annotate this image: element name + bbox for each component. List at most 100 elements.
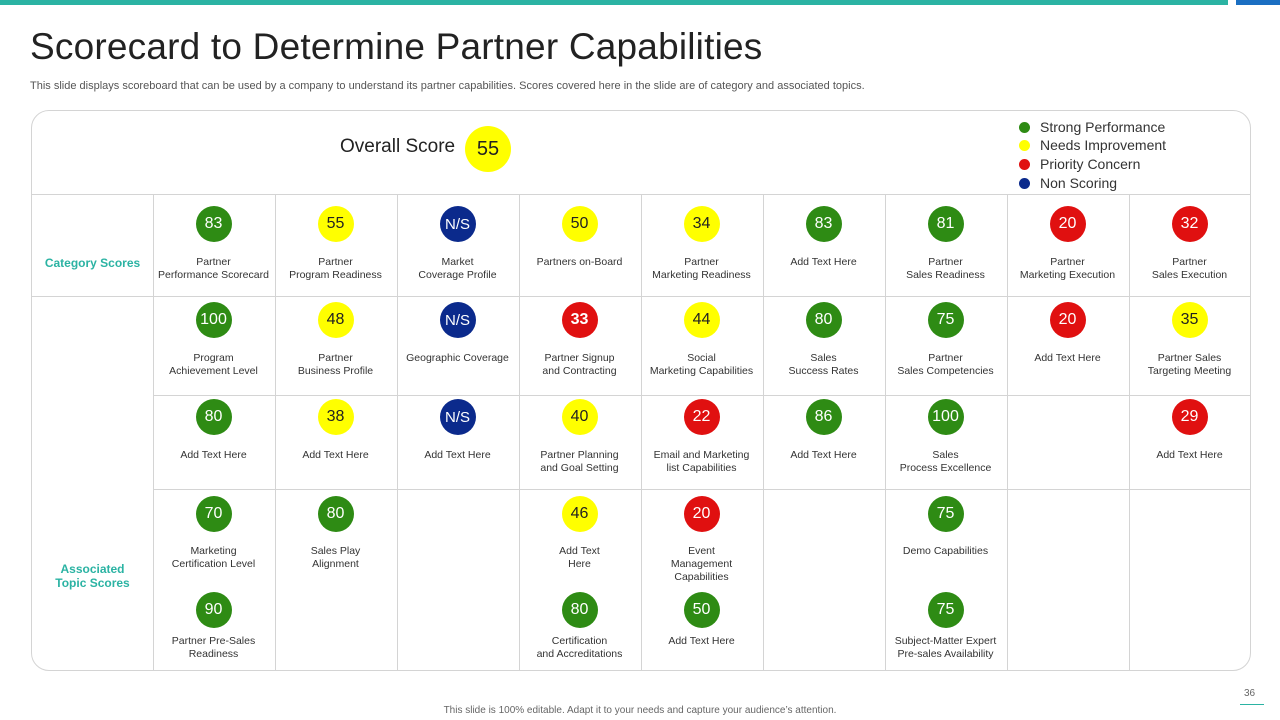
- score-label: Partner Program Readiness: [289, 256, 382, 281]
- divider-topic-2: [153, 489, 1250, 490]
- score-badge: 35: [1171, 302, 1208, 338]
- column-divider: [763, 195, 764, 671]
- score-badge: 33: [561, 302, 598, 338]
- score-label: Add Text Here: [559, 545, 600, 570]
- score-badge: 38: [317, 399, 354, 435]
- score-badge: 46: [561, 496, 598, 532]
- score-badge: 100: [927, 399, 964, 435]
- divider-topic-1: [153, 395, 1250, 396]
- score-label: Add Text Here: [424, 449, 491, 461]
- score-badge: 29: [1171, 399, 1208, 435]
- column-divider: [519, 195, 520, 671]
- score-label: Subject-Matter Expert Pre-sales Availabi…: [894, 635, 997, 660]
- score-label: Add Text Here: [668, 635, 735, 647]
- score-badge: 50: [683, 592, 720, 628]
- page-number-underline: [1240, 704, 1264, 705]
- score-badge: N/S: [439, 206, 476, 242]
- score-badge: 40: [561, 399, 598, 435]
- score-badge: 20: [683, 496, 720, 532]
- score-badge: 75: [927, 592, 964, 628]
- score-label: Program Achievement Level: [169, 352, 258, 377]
- score-label: Partner Marketing Execution: [1019, 256, 1116, 281]
- score-label: Partner Planning and Goal Setting: [540, 449, 619, 474]
- score-label: Partner Sales Readiness: [906, 256, 985, 281]
- row-label-category-scores: Category Scores: [44, 256, 141, 270]
- top-accent-bar-blue: [1236, 0, 1280, 5]
- score-label: Partner Pre-Sales Readiness: [171, 635, 256, 660]
- legend-label: Priority Concern: [1040, 156, 1141, 172]
- score-badge: N/S: [439, 399, 476, 435]
- score-badge: 80: [195, 399, 232, 435]
- column-divider: [397, 195, 398, 671]
- score-label: Partner Signup and Contracting: [542, 352, 617, 377]
- overall-score-label: Overall Score: [340, 136, 456, 157]
- score-label: Email and Marketing list Capabilities: [653, 449, 750, 474]
- score-label: Geographic Coverage: [406, 352, 509, 364]
- legend-item-strong: Strong Performance: [1019, 118, 1165, 136]
- legend-dot-icon: [1019, 121, 1030, 133]
- score-badge: 83: [195, 206, 232, 242]
- column-divider: [275, 195, 276, 671]
- score-label: Partner Performance Scorecard: [158, 256, 269, 281]
- score-label: Sales Play Alignment: [310, 545, 361, 570]
- score-badge: 80: [805, 302, 842, 338]
- score-label: Partner Marketing Readiness: [652, 256, 751, 281]
- score-label: Add Text Here: [790, 449, 857, 461]
- column-divider: [641, 195, 642, 671]
- score-label: Partner Sales Competencies: [897, 352, 994, 377]
- legend-dot-icon: [1019, 139, 1030, 151]
- score-label: Add Text Here: [302, 449, 369, 461]
- legend-item-needs-improvement: Needs Improvement: [1019, 136, 1166, 154]
- score-badge: 50: [561, 206, 598, 242]
- score-label: Partner Business Profile: [297, 352, 374, 377]
- score-badge: 83: [805, 206, 842, 242]
- score-label: Sales Process Excellence: [899, 449, 992, 474]
- score-label: Partner Sales Execution: [1151, 256, 1228, 281]
- score-label: Certification and Accreditations: [536, 635, 623, 660]
- top-accent-bar: [0, 0, 1228, 5]
- score-label: Marketing Certification Level: [171, 545, 256, 570]
- score-badge: 34: [683, 206, 720, 242]
- column-divider: [885, 195, 886, 671]
- legend-item-non-scoring: Non Scoring: [1019, 174, 1117, 192]
- score-badge: 90: [195, 592, 232, 628]
- column-divider: [153, 195, 154, 671]
- score-label: Event Management Capabilities: [670, 545, 733, 583]
- legend-label: Strong Performance: [1040, 119, 1166, 135]
- legend-item-priority-concern: Priority Concern: [1019, 155, 1140, 173]
- score-label: Market Coverage Profile: [418, 256, 497, 281]
- score-label: Partners on-Board: [536, 256, 623, 268]
- score-badge: 75: [927, 302, 964, 338]
- score-badge: 81: [927, 206, 964, 242]
- slide-subtitle: This slide displays scoreboard that can …: [30, 80, 865, 92]
- score-badge: 32: [1171, 206, 1208, 242]
- score-badge: 80: [317, 496, 354, 532]
- page-number: 36: [1244, 688, 1256, 699]
- score-label: Partner Sales Targeting Meeting: [1147, 352, 1232, 377]
- slide-title: Scorecard to Determine Partner Capabilit…: [30, 26, 763, 67]
- score-label: Add Text Here: [1034, 352, 1101, 364]
- footer-note: This slide is 100% editable. Adapt it to…: [443, 705, 837, 716]
- score-badge: 100: [195, 302, 232, 338]
- score-label: Demo Capabilities: [902, 545, 989, 557]
- divider-header: [32, 194, 1250, 195]
- score-badge: 48: [317, 302, 354, 338]
- score-badge: 55: [317, 206, 354, 242]
- score-label: Add Text Here: [1156, 449, 1223, 461]
- legend-dot-icon: [1019, 158, 1030, 170]
- score-label: Add Text Here: [790, 256, 857, 268]
- score-badge: 22: [683, 399, 720, 435]
- score-badge: 44: [683, 302, 720, 338]
- score-badge: 80: [561, 592, 598, 628]
- score-badge: 86: [805, 399, 842, 435]
- score-label: Add Text Here: [180, 449, 247, 461]
- row-label-associated-topic-scores: Associated Topic Scores: [55, 562, 130, 590]
- score-label: Social Marketing Capabilities: [649, 352, 754, 377]
- column-divider: [1129, 195, 1130, 671]
- legend-label: Needs Improvement: [1040, 137, 1167, 153]
- score-badge: 20: [1049, 206, 1086, 242]
- score-badge: 70: [195, 496, 232, 532]
- overall-score-badge: 55: [465, 126, 511, 172]
- legend-dot-icon: [1019, 177, 1030, 189]
- score-badge: 20: [1049, 302, 1086, 338]
